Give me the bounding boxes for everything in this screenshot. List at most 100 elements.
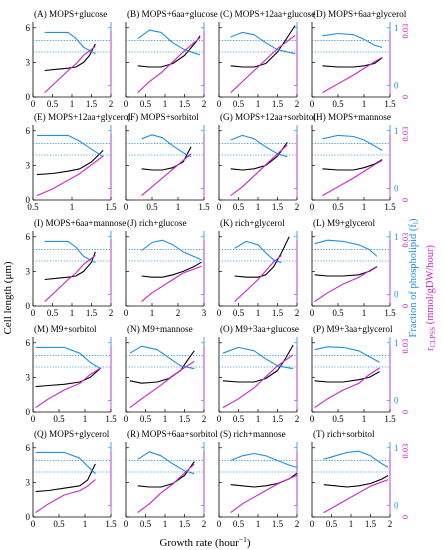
- y-tick-label-right-fraction: 0: [394, 289, 399, 299]
- panel-1: (B) MOPS+6aa+glucose 0 0.5 1 1.5 2: [124, 9, 218, 109]
- y-tick-label-right-fraction: 1: [394, 23, 399, 33]
- x-tick-label: 1: [83, 519, 88, 529]
- x-tick-label: 2: [109, 99, 114, 109]
- series-phospholipid: [36, 134, 104, 158]
- x-tick-label: 1.5: [272, 99, 284, 109]
- panel-7: (H) MOPS+mannose 0 0.5 1 1.5 0 1 0 0.03: [310, 112, 410, 212]
- x-tick-label: 1: [163, 519, 168, 529]
- x-tick-label: 0: [31, 308, 36, 318]
- x-tick-label: 1.5: [198, 202, 210, 212]
- x-tick-label: 2: [202, 99, 207, 109]
- panel-6: (G) MOPS+12aa+sorbitol 0 0.5 1 1.5 2: [217, 112, 317, 212]
- series-phospholipid: [222, 346, 294, 370]
- panel-title: (I) MOPS+6aa+mannose: [34, 218, 126, 228]
- series-phospholipid: [230, 31, 296, 55]
- series-cell_length: [230, 141, 288, 171]
- series-rclpss: [314, 265, 378, 303]
- y-tick-label-right-fraction: 1: [394, 232, 399, 242]
- x-tick-label: 1: [176, 202, 181, 212]
- x-tick-label: 2: [295, 414, 300, 424]
- y-tick-label-left: 3: [26, 57, 31, 67]
- panel-title: (J) rich+glucose: [127, 218, 187, 228]
- series-rclpss: [141, 153, 192, 197]
- x-tick-label: 0.5: [146, 202, 158, 212]
- series-cell_length: [141, 146, 192, 171]
- y-tick-label-left: 0: [26, 301, 31, 311]
- series-phospholipid: [234, 240, 282, 264]
- x-tick-label: 0.5: [47, 99, 59, 109]
- x-tick-label: 0: [310, 308, 315, 318]
- y-tick-label-left: 3: [26, 160, 31, 170]
- panel-title: (H) MOPS+mannose: [313, 112, 391, 122]
- series-rclpss: [230, 34, 296, 94]
- y-tick-label-left: 6: [26, 23, 31, 33]
- series-phospholipid: [35, 451, 96, 475]
- series-rclpss: [35, 367, 101, 409]
- series-rclpss: [314, 367, 380, 409]
- series-phospholipid: [141, 134, 192, 158]
- x-tick-label: 1.5: [272, 414, 284, 424]
- x-tick-label: 0: [124, 202, 129, 212]
- panel-0: (A) MOPS+glucose 0 0.5 1 1.5 2 0 3 6: [26, 9, 114, 109]
- x-tick-label: 0.5: [233, 99, 245, 109]
- y-tick-label-right-rclpss: 0.03: [400, 444, 410, 459]
- x-tick-label: 1: [70, 202, 75, 212]
- right-axis-label-fraction: Fraction of phospholipid (fl): [408, 218, 420, 338]
- series-phospholipid: [314, 239, 378, 257]
- x-tick-label: 1: [256, 414, 261, 424]
- x-tick-label: 0: [217, 308, 222, 318]
- series-rclpss: [322, 159, 383, 197]
- x-tick-label: 0.5: [53, 519, 65, 529]
- series-cell_length: [322, 57, 383, 68]
- x-tick-label: 0.5: [27, 202, 39, 212]
- series-phospholipid: [230, 134, 288, 158]
- x-tick-label: 2: [295, 519, 300, 529]
- series-cell_length: [36, 150, 104, 176]
- y-tick-label-right-rclpss: 0: [400, 410, 410, 414]
- panel-16: (Q) MOPS+glycerol 0 0.5 1 1.5 0 3 6: [26, 429, 118, 529]
- y-tick-label-left: 0: [26, 407, 31, 417]
- series-cell_length: [314, 371, 380, 383]
- x-tick-label: 1.5: [272, 519, 284, 529]
- x-tick-label: 1: [70, 99, 75, 109]
- y-tick-label-right-rclpss: 0: [400, 95, 410, 99]
- x-tick-label: 1.5: [105, 519, 117, 529]
- x-tick-label: 0: [217, 414, 222, 424]
- x-tick-label: 0.5: [332, 99, 344, 109]
- x-tick-label: 0.5: [47, 308, 59, 318]
- y-tick-label-right-fraction: 0: [394, 500, 399, 510]
- y-tick-label-left: 6: [26, 126, 31, 136]
- x-tick-label: 3: [202, 308, 207, 318]
- y-tick-label-right-rclpss: 0: [400, 198, 410, 202]
- x-tick-label: 0: [310, 519, 315, 529]
- y-tick-label-right-fraction: 0: [394, 80, 399, 90]
- y-tick-label-right-rclpss: 0: [400, 304, 410, 308]
- series-cell_length: [322, 159, 383, 171]
- x-tick-label: 0.5: [326, 519, 338, 529]
- x-tick-label: 1: [349, 519, 354, 529]
- x-tick-label: 1.5: [384, 414, 396, 424]
- x-tick-label: 2: [295, 202, 300, 212]
- x-tick-label: 0: [124, 519, 129, 529]
- panel-title: (Q) MOPS+glycerol: [34, 429, 110, 439]
- panel-title: (E) MOPS+12aa+glycerol: [34, 112, 131, 122]
- series-phospholipid: [314, 346, 380, 363]
- x-tick-label: 0.5: [332, 414, 344, 424]
- series-cell_length: [44, 251, 96, 281]
- y-tick-label-left: 6: [26, 443, 31, 453]
- x-tick-label: 2: [202, 519, 207, 529]
- series-rclpss: [44, 45, 96, 94]
- x-tick-label: 1: [256, 202, 261, 212]
- panel-title: (G) MOPS+12aa+sorbitol: [220, 112, 316, 122]
- series-phospholipid: [35, 346, 101, 370]
- panel-title: (F) MOPS+sorbitol: [127, 112, 199, 122]
- panel-title: (R) MOPS+6aa+sorbitol: [127, 429, 218, 439]
- panel-18: (S) rich+mannose 0 0.5 1 1.5 2: [217, 429, 300, 529]
- x-tick-label: 1: [163, 99, 168, 109]
- x-tick-label: 1: [256, 99, 261, 109]
- series-rclpss: [323, 479, 389, 514]
- x-tick-label: 1: [163, 414, 168, 424]
